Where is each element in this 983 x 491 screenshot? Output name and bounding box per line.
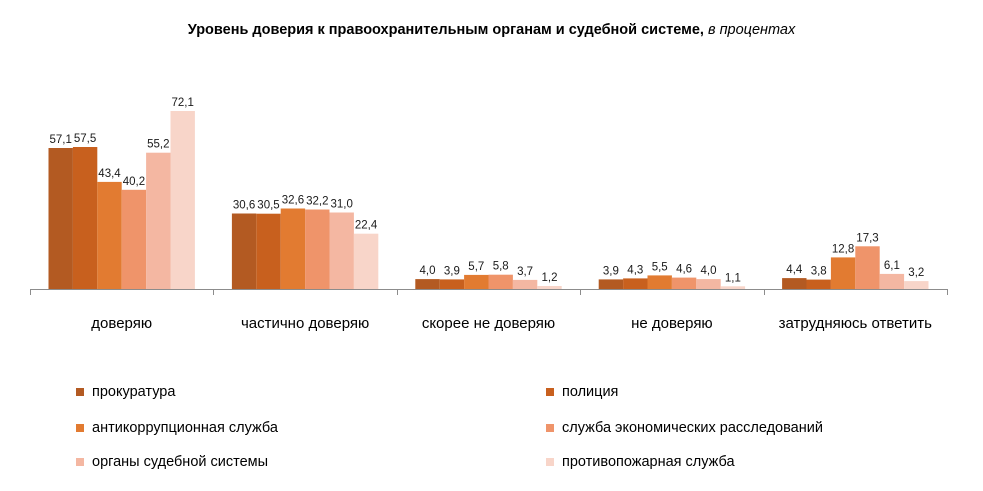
data-label: 4,0 [701, 265, 717, 277]
bar [231, 213, 257, 289]
data-label: 31,0 [331, 199, 353, 211]
bar [146, 152, 171, 289]
chart-title-main: Уровень доверия к правоохранительным орг… [187, 22, 704, 38]
data-label: 12,8 [832, 243, 854, 255]
bar [720, 286, 746, 289]
x-tick-label: не доверяю [631, 315, 713, 332]
data-label: 30,5 [257, 200, 279, 212]
data-label: 4,0 [420, 265, 436, 277]
bar [121, 189, 147, 289]
data-label: 3,2 [908, 267, 924, 279]
bar [782, 278, 807, 289]
data-label: 1,1 [725, 272, 741, 284]
bar [623, 278, 648, 289]
bar [48, 148, 73, 289]
data-label: 32,6 [282, 195, 304, 207]
data-label: 5,5 [652, 261, 668, 273]
data-label: 4,3 [627, 264, 643, 276]
bar [904, 281, 929, 289]
x-tick-label: затрудняюсь ответить [779, 315, 932, 332]
bar [488, 274, 513, 289]
data-label: 30,6 [233, 200, 255, 212]
data-label: 3,9 [603, 265, 619, 277]
bar [97, 181, 122, 289]
data-label: 6,1 [884, 260, 900, 272]
data-label: 5,8 [493, 261, 509, 273]
data-label: 1,2 [542, 272, 558, 284]
data-label: 17,3 [856, 232, 878, 244]
data-label: 3,9 [444, 265, 460, 277]
data-label: 57,5 [74, 133, 96, 145]
bar [72, 147, 98, 289]
bar [830, 257, 856, 289]
bar [855, 246, 880, 289]
bar [256, 213, 281, 289]
bar [598, 279, 624, 289]
bar [537, 286, 562, 289]
bar [464, 274, 489, 289]
data-label: 43,4 [98, 168, 121, 180]
data-label: 22,4 [355, 220, 378, 232]
chart-title: Уровень доверия к правоохранительным орг… [0, 22, 983, 38]
x-tick-label: частично доверяю [241, 315, 369, 332]
bar [671, 277, 697, 289]
bar [280, 208, 306, 289]
data-label: 32,2 [306, 196, 328, 208]
data-label: 4,4 [786, 264, 803, 276]
bar [806, 279, 831, 289]
bar [415, 279, 440, 289]
bar [329, 212, 354, 289]
x-tick-label: доверяю [91, 315, 152, 332]
chart-title-unit: в процентах [707, 22, 796, 38]
bar [305, 209, 330, 289]
x-tick-label: скорее не доверяю [422, 315, 555, 332]
bar [696, 279, 721, 289]
data-label: 3,7 [517, 266, 533, 278]
data-label: 40,2 [123, 176, 145, 188]
data-label: 55,2 [147, 139, 169, 151]
data-label: 72,1 [172, 97, 194, 109]
data-label: 4,6 [676, 264, 692, 276]
bar [170, 111, 195, 289]
bar [439, 279, 465, 289]
bar [512, 279, 538, 289]
bar [647, 275, 672, 289]
data-label: 57,1 [50, 134, 72, 146]
data-label: 3,8 [811, 266, 827, 278]
bar [879, 273, 905, 289]
data-label: 5,7 [468, 261, 484, 273]
bar [353, 233, 379, 289]
